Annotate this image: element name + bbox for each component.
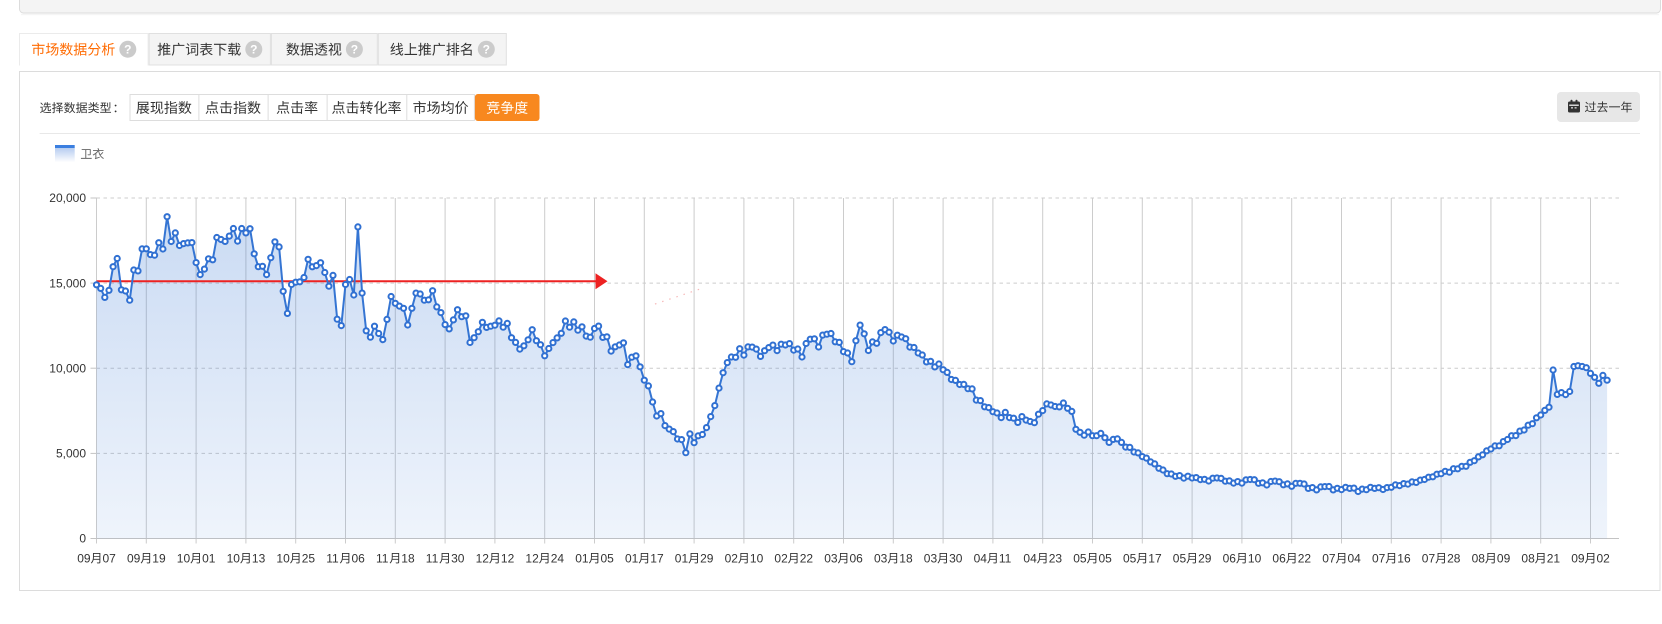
svg-text:11: 11 (999, 552, 1012, 566)
svg-text:12: 12 (476, 552, 490, 566)
svg-text:02: 02 (774, 552, 788, 566)
svg-text:09: 09 (1571, 552, 1585, 566)
svg-text:06: 06 (1272, 552, 1286, 566)
svg-text:?: ? (124, 43, 131, 57)
svg-text:12: 12 (501, 552, 515, 566)
svg-text:5,000: 5,000 (56, 447, 86, 461)
svg-text:21: 21 (1547, 552, 1561, 566)
svg-text:15,000: 15,000 (49, 276, 86, 290)
svg-text:07: 07 (1422, 552, 1436, 566)
svg-text:12: 12 (525, 552, 539, 566)
svg-text:01: 01 (675, 552, 689, 566)
svg-text:02: 02 (1597, 552, 1611, 566)
svg-text:08: 08 (1521, 552, 1535, 566)
svg-text:17: 17 (1148, 552, 1162, 566)
svg-text:28: 28 (1447, 552, 1461, 566)
svg-text:?: ? (483, 43, 490, 57)
svg-text:30: 30 (949, 552, 963, 566)
svg-text:05: 05 (1099, 552, 1113, 566)
svg-text:13: 13 (252, 552, 266, 566)
svg-text:18: 18 (899, 552, 913, 566)
svg-text:03: 03 (924, 552, 938, 566)
svg-text:09: 09 (77, 552, 91, 566)
svg-text:07: 07 (103, 552, 117, 566)
svg-text:10,000: 10,000 (49, 361, 86, 375)
svg-text:09: 09 (127, 552, 141, 566)
svg-text:04: 04 (1348, 552, 1362, 566)
svg-text:06: 06 (352, 552, 366, 566)
svg-text:04: 04 (974, 552, 988, 566)
svg-text:07: 07 (1322, 552, 1336, 566)
svg-text:01: 01 (625, 552, 639, 566)
svg-text:17: 17 (650, 552, 664, 566)
svg-text:0: 0 (79, 532, 86, 546)
svg-text:01: 01 (202, 552, 216, 566)
svg-text:?: ? (351, 43, 358, 57)
svg-text:25: 25 (302, 552, 316, 566)
svg-text:07: 07 (1372, 552, 1386, 566)
svg-text:01: 01 (575, 552, 589, 566)
svg-text:10: 10 (750, 552, 764, 566)
svg-text:06: 06 (850, 552, 864, 566)
svg-text:09: 09 (1497, 552, 1511, 566)
svg-text:?: ? (250, 43, 257, 57)
svg-text:22: 22 (800, 552, 814, 566)
svg-text:22: 22 (1298, 552, 1312, 566)
svg-text:10: 10 (1248, 552, 1262, 566)
svg-text:02: 02 (725, 552, 739, 566)
svg-text:05: 05 (1073, 552, 1087, 566)
svg-text:29: 29 (700, 552, 714, 566)
svg-text:03: 03 (874, 552, 888, 566)
svg-text:20,000: 20,000 (49, 191, 86, 205)
svg-text:04: 04 (1023, 552, 1037, 566)
svg-text:11: 11 (376, 552, 389, 566)
svg-text:05: 05 (1123, 552, 1137, 566)
svg-text:16: 16 (1397, 552, 1411, 566)
svg-text:10: 10 (227, 552, 241, 566)
svg-text:29: 29 (1198, 552, 1212, 566)
svg-text:10: 10 (276, 552, 290, 566)
svg-text:23: 23 (1049, 552, 1063, 566)
svg-text:11: 11 (326, 552, 339, 566)
svg-text:08: 08 (1472, 552, 1486, 566)
svg-text:10: 10 (177, 552, 191, 566)
svg-text:30: 30 (451, 552, 465, 566)
svg-text:05: 05 (601, 552, 615, 566)
svg-text:11: 11 (426, 552, 439, 566)
svg-text:24: 24 (551, 552, 565, 566)
svg-text:03: 03 (824, 552, 838, 566)
svg-text:05: 05 (1173, 552, 1187, 566)
svg-text:06: 06 (1223, 552, 1237, 566)
svg-text:18: 18 (401, 552, 415, 566)
svg-text:19: 19 (152, 552, 166, 566)
